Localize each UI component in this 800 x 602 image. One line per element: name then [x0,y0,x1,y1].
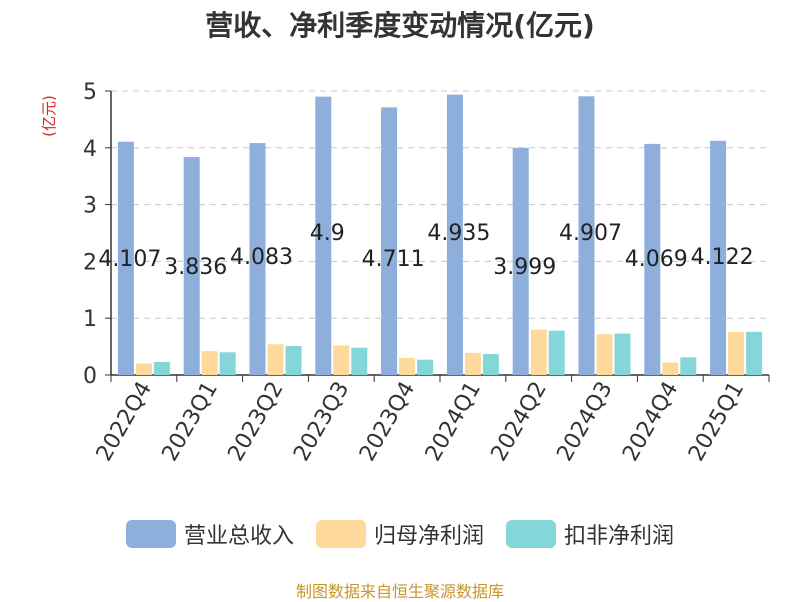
y-tick-label: 2 [83,250,97,275]
bar-0-2024Q3 [578,96,595,375]
bar-0-2023Q2 [249,143,266,375]
bar-2-2024Q2 [548,330,565,375]
bar-0-2022Q4 [117,141,134,375]
bar-1-2023Q2 [267,344,284,375]
x-tick-label: 2025Q1 [684,378,749,466]
bar-1-2024Q4 [662,362,679,375]
legend-label-deducted-profit: 扣非净利润 [564,524,675,549]
bar-1-2022Q4 [135,363,152,375]
data-label: 4.935 [427,221,490,246]
bar-0-2024Q2 [512,147,529,375]
x-tick-label: 2023Q3 [289,378,354,466]
x-tick-label: 2024Q2 [487,378,552,466]
bar-2-2024Q1 [482,353,499,375]
y-tick-label: 4 [83,137,97,162]
bar-2-2025Q1 [746,331,763,375]
bar-1-2023Q4 [399,357,416,375]
x-tick-label: 2022Q4 [92,378,157,466]
bar-2-2022Q4 [153,361,170,375]
legend-swatch-deducted-profit [506,520,556,548]
data-label: 3.999 [493,255,556,280]
x-tick-label: 2023Q2 [223,378,288,466]
data-label: 4.069 [625,247,688,272]
bar-2-2023Q1 [219,352,236,375]
x-tick-label: 2024Q1 [421,378,486,466]
bar-2-2023Q4 [417,359,434,375]
bar-2-2024Q4 [680,357,697,375]
bar-1-2023Q3 [333,345,350,375]
data-label: 4.907 [559,221,622,246]
bar-0-2023Q4 [381,107,398,376]
data-label: 4.122 [691,245,754,270]
x-tick-label: 2024Q4 [618,378,683,466]
bar-0-2024Q1 [446,94,463,375]
x-tick-label: 2023Q4 [355,378,420,466]
legend-swatch-net-profit [315,520,366,548]
legend-item-deducted-profit[interactable]: 扣非净利润 [506,518,674,550]
bar-1-2024Q1 [464,352,481,375]
bar-2-2024Q3 [614,333,631,375]
data-label: 4.083 [230,245,293,270]
legend-item-net-profit[interactable]: 归母净利润 [315,518,484,550]
legend-label-net-profit: 归母净利润 [373,524,484,549]
y-tick-label: 5 [83,80,97,105]
x-tick-label: 2024Q3 [552,378,617,466]
legend-item-revenue[interactable]: 营业总收入 [125,518,294,550]
bar-1-2024Q2 [530,329,547,375]
chart-legend: 营业总收入 归母净利润 扣非净利润 [0,516,800,552]
legend-swatch-revenue [125,520,176,548]
source-note: 制图数据来自恒生聚源数据库 [295,582,504,601]
bar-0-2025Q1 [710,140,727,375]
bar-0-2023Q1 [183,157,200,375]
legend-label-revenue: 营业总收入 [183,524,294,549]
chart-title: 营收、净利季度变动情况(亿元) [205,9,595,42]
data-label: 3.836 [164,255,227,280]
data-label: 4.711 [362,247,425,272]
bar-1-2024Q3 [596,334,613,375]
y-axis-title: (亿元) [40,95,58,137]
x-tick-label: 2023Q1 [158,378,223,466]
bar-1-2025Q1 [728,331,745,375]
y-tick-label: 3 [83,194,97,219]
bar-1-2023Q1 [201,351,218,375]
y-tick-label: 1 [83,307,97,332]
data-label: 4.9 [310,221,345,246]
bar-0-2023Q3 [315,96,332,376]
bar-2-2023Q3 [351,347,368,375]
y-tick-label: 0 [83,364,97,389]
bar-0-2024Q4 [644,143,661,375]
data-label: 4.107 [98,247,161,272]
bar-2-2023Q2 [285,346,302,375]
